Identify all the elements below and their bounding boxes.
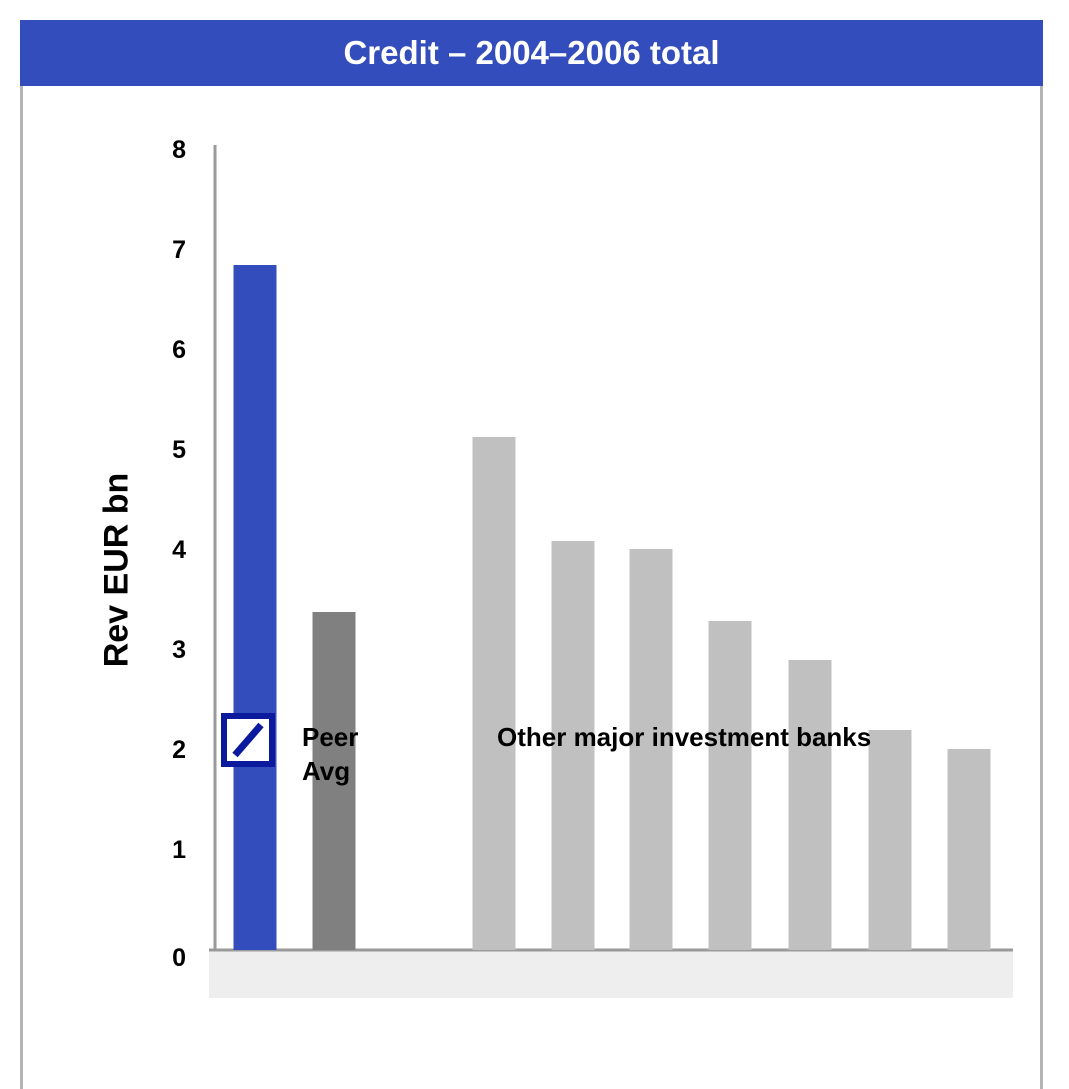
bar-deutsche-bank xyxy=(233,265,277,950)
y-tick-label: 8 xyxy=(172,136,186,164)
other-banks-label: Other major investment banks xyxy=(497,722,872,752)
bar-other-bank xyxy=(472,437,516,950)
bar-other-bank xyxy=(788,660,832,950)
bar-peer-avg xyxy=(312,612,356,950)
x-axis-band xyxy=(209,950,1013,998)
y-tick-label: 7 xyxy=(172,236,186,264)
y-tick-label: 5 xyxy=(172,436,186,464)
y-axis-label: Rev EUR bn xyxy=(97,472,136,668)
y-tick-label: 1 xyxy=(172,836,186,864)
bar-other-bank xyxy=(629,549,673,950)
y-tick-label: 0 xyxy=(172,944,186,972)
bar-other-bank xyxy=(947,749,991,950)
y-tick-label: 4 xyxy=(172,536,186,564)
y-tick-label: 2 xyxy=(172,736,186,764)
bar-other-bank xyxy=(868,730,912,950)
deutsche-bank-logo-icon xyxy=(221,713,275,767)
y-tick-label: 6 xyxy=(172,336,186,364)
peer-avg-label: Peer Avg xyxy=(302,722,359,786)
y-tick-label: 3 xyxy=(172,636,186,664)
chart-title: Credit – 2004–2006 total xyxy=(20,20,1043,86)
bar-other-bank xyxy=(551,541,595,950)
bar-other-bank xyxy=(708,621,752,950)
